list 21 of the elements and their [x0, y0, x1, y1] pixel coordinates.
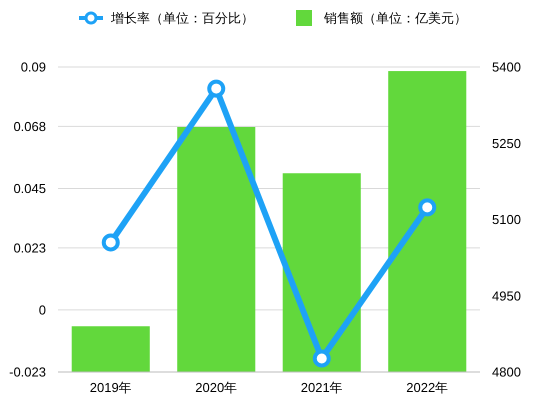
legend-label: 增长率（单位：百分比） — [110, 10, 254, 26]
y2-tick-label: 5250 — [492, 136, 521, 151]
point — [207, 80, 226, 98]
point — [418, 198, 436, 216]
x-tick-label: 2021年 — [300, 380, 343, 395]
x-tick-label: 2020年 — [195, 380, 238, 395]
y2-tick-label: 4950 — [492, 288, 521, 304]
y-tick-label: 0 — [38, 302, 46, 318]
y-tick-label: 0.045 — [13, 181, 46, 196]
y2-tick-label: 5100 — [492, 212, 521, 228]
y-tick-label: 0.068 — [13, 118, 46, 134]
y-tick-label: -0.023 — [9, 364, 46, 380]
legend-label: 销售额（单位：亿美元） — [323, 10, 467, 26]
x-tick-label: 2019年 — [90, 380, 132, 395]
y2-tick-label: 4800 — [492, 364, 521, 380]
y-tick-label: 0.023 — [13, 240, 46, 256]
y-tick-label: 0.09 — [20, 60, 46, 75]
y2-tick-label: 5400 — [492, 60, 521, 75]
x-tick-label: 2022年 — [406, 380, 448, 395]
point — [312, 350, 331, 368]
point — [102, 233, 120, 252]
